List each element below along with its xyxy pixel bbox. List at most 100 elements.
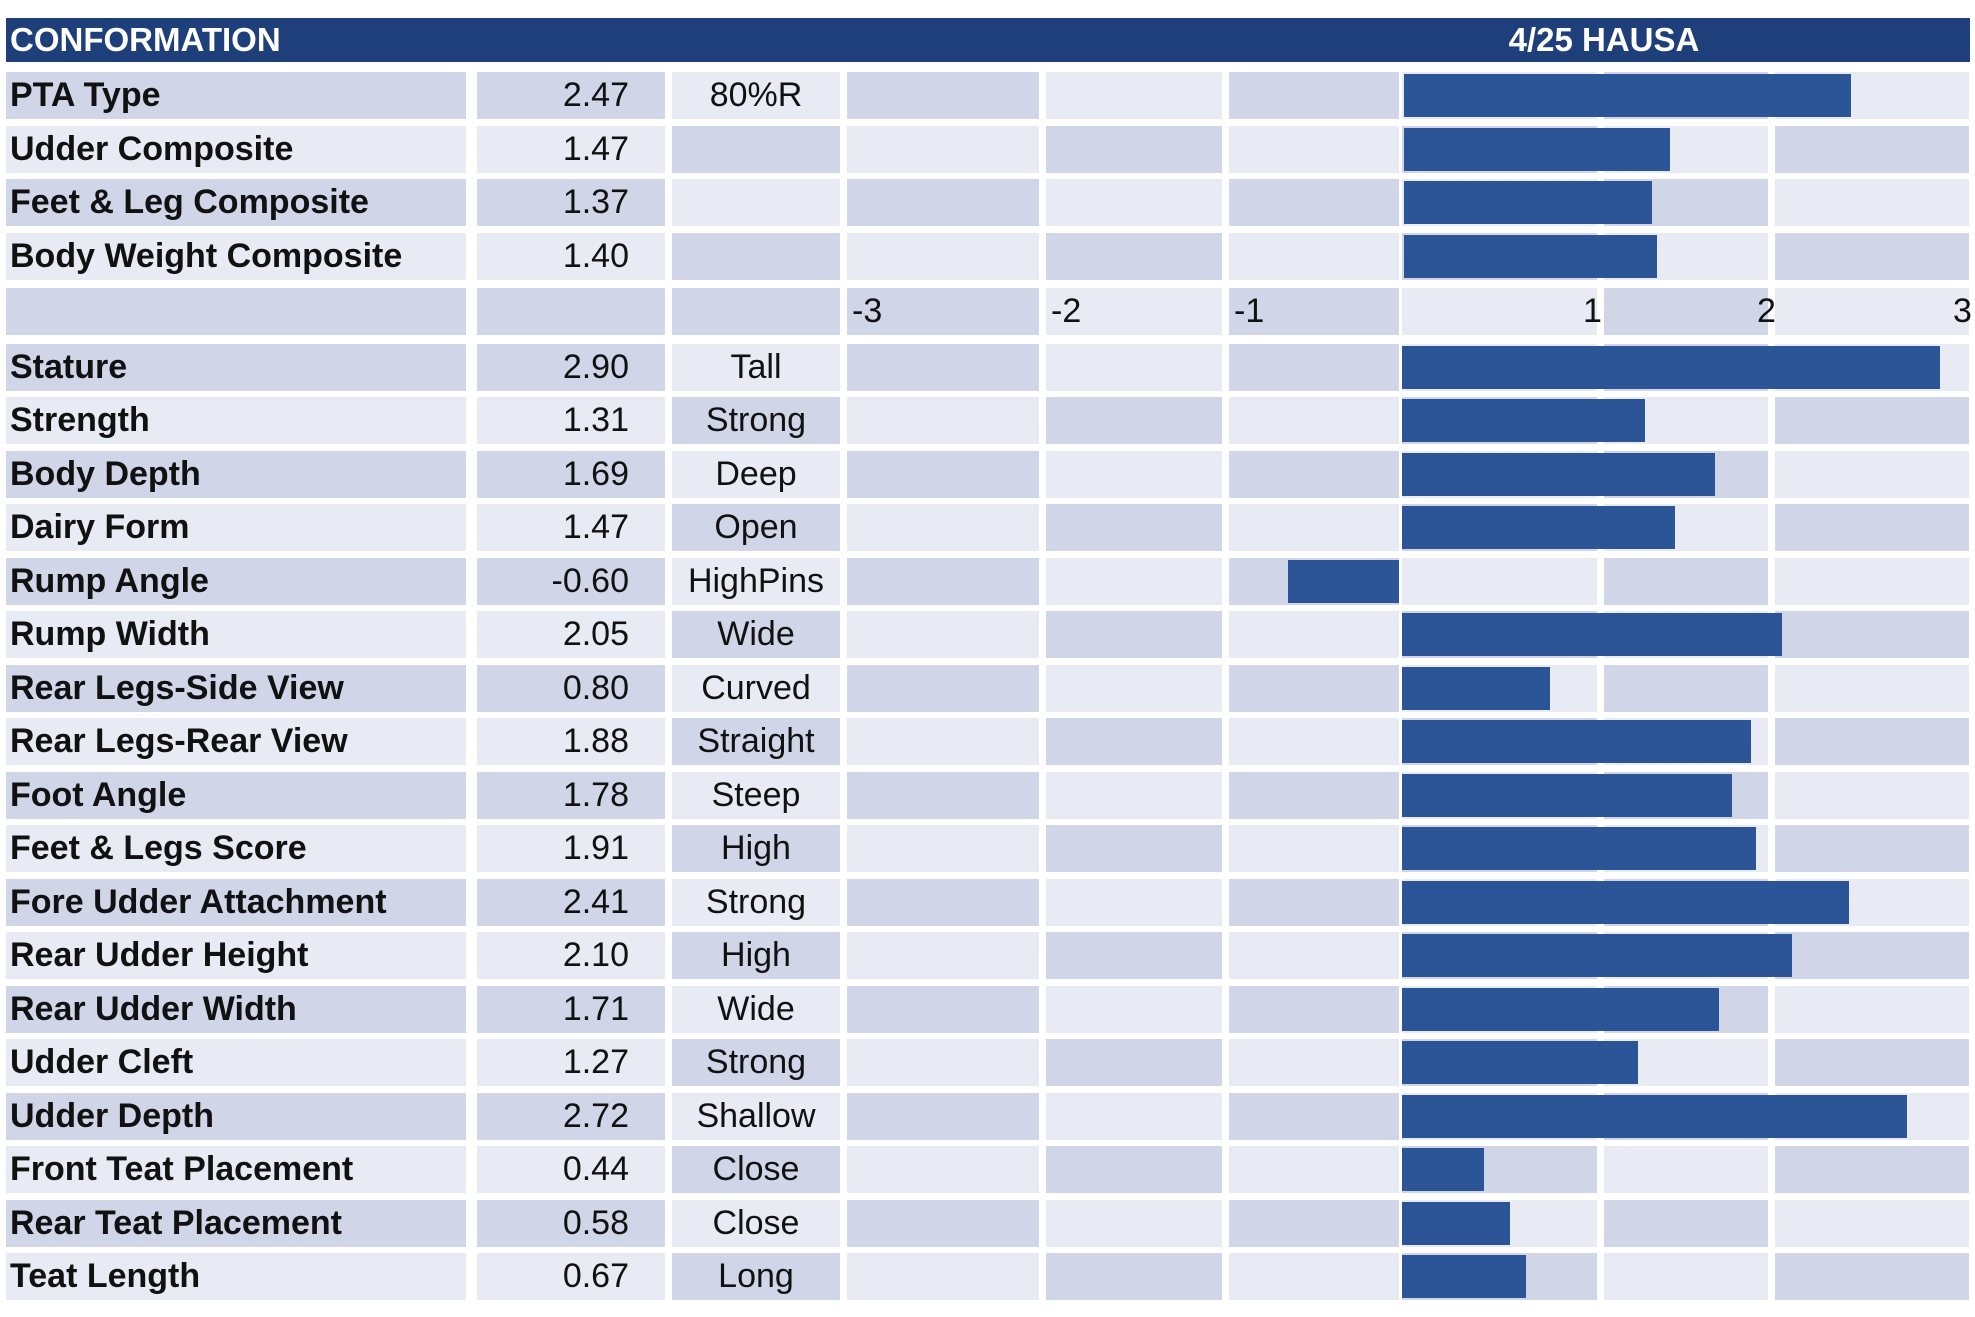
trait-descriptor: Strong <box>672 1039 840 1086</box>
trait-descriptor <box>672 179 840 226</box>
grid-cell <box>847 179 1039 226</box>
grid-cell <box>1229 1253 1399 1300</box>
grid-cell <box>1229 450 1399 498</box>
axis-row-cell <box>1775 288 1969 335</box>
grid-cell <box>1775 232 1969 280</box>
grid-cell <box>1775 718 1969 765</box>
trait-descriptor: High <box>672 825 840 872</box>
grid-cell <box>1775 504 1969 551</box>
grid-cell <box>1229 718 1399 765</box>
trait-name: PTA Type <box>6 72 466 119</box>
trait-value: 2.41 <box>477 878 665 926</box>
grid-cell <box>1775 771 1969 819</box>
axis-row-cell <box>847 288 1039 335</box>
trait-value: 1.91 <box>477 825 665 872</box>
trait-descriptor: Curved <box>672 664 840 712</box>
grid-cell <box>1229 179 1399 226</box>
trait-bar <box>1402 1255 1527 1298</box>
grid-cell <box>1775 179 1969 226</box>
grid-cell <box>847 1146 1039 1193</box>
trait-name: Body Weight Composite <box>6 232 466 280</box>
grid-cell <box>847 718 1039 765</box>
grid-cell <box>847 771 1039 819</box>
grid-cell <box>1775 1146 1969 1193</box>
grid-cell <box>1229 397 1399 444</box>
grid-cell <box>1775 1199 1969 1247</box>
trait-name: Rear Legs-Side View <box>6 664 466 712</box>
trait-name: Rump Angle <box>6 557 466 605</box>
grid-cell <box>1046 825 1222 872</box>
trait-value: 0.58 <box>477 1199 665 1247</box>
axis-row-cell <box>1402 288 1597 335</box>
grid-cell <box>847 664 1039 712</box>
trait-descriptor: Deep <box>672 450 840 498</box>
grid-cell <box>1046 611 1222 658</box>
grid-cell <box>1775 932 1969 979</box>
grid-cell <box>1046 664 1222 712</box>
grid-cell <box>1046 932 1222 979</box>
trait-name: Stature <box>6 343 466 391</box>
trait-name: Udder Depth <box>6 1092 466 1140</box>
trait-descriptor: Close <box>672 1146 840 1193</box>
grid-cell <box>1775 611 1969 658</box>
grid-cell <box>1229 125 1399 173</box>
trait-descriptor: Close <box>672 1199 840 1247</box>
trait-bar <box>1402 720 1751 763</box>
grid-cell <box>1775 1253 1969 1300</box>
trait-bar <box>1402 1201 1510 1245</box>
composite-bar <box>1404 74 1852 117</box>
trait-bar <box>1402 827 1757 870</box>
grid-cell <box>1046 1146 1222 1193</box>
trait-name: Front Teat Placement <box>6 1146 466 1193</box>
grid-cell <box>1229 771 1399 819</box>
grid-cell <box>1229 932 1399 979</box>
grid-cell <box>847 232 1039 280</box>
grid-cell <box>1402 557 1597 605</box>
section-title: CONFORMATION <box>10 21 281 58</box>
trait-name: Rear Legs-Rear View <box>6 718 466 765</box>
trait-value: 1.40 <box>477 232 665 280</box>
trait-value: 2.05 <box>477 611 665 658</box>
trait-bar <box>1402 1094 1907 1138</box>
axis-row-cell <box>672 288 840 335</box>
grid-cell <box>1229 343 1399 391</box>
grid-cell <box>1046 985 1222 1033</box>
trait-bar <box>1402 613 1783 656</box>
grid-cell <box>847 1199 1039 1247</box>
trait-name: Body Depth <box>6 450 466 498</box>
grid-cell <box>1046 450 1222 498</box>
grid-cell <box>1046 397 1222 444</box>
trait-bar <box>1402 506 1675 549</box>
axis-row-cell <box>1604 288 1768 335</box>
grid-cell <box>847 825 1039 872</box>
axis-row-cell <box>1046 288 1222 335</box>
grid-cell <box>1775 1039 1969 1086</box>
trait-value: 1.78 <box>477 771 665 819</box>
trait-name: Rump Width <box>6 611 466 658</box>
trait-descriptor <box>672 232 840 280</box>
grid-cell <box>1046 1199 1222 1247</box>
grid-cell <box>847 504 1039 551</box>
trait-name: Rear Udder Height <box>6 932 466 979</box>
grid-cell <box>1046 72 1222 119</box>
grid-cell <box>847 878 1039 926</box>
trait-descriptor: Open <box>672 504 840 551</box>
grid-cell <box>1229 664 1399 712</box>
axis-row-cell <box>477 288 665 335</box>
trait-name: Udder Cleft <box>6 1039 466 1086</box>
grid-cell <box>1775 664 1969 712</box>
grid-cell <box>847 125 1039 173</box>
grid-cell <box>1229 1146 1399 1193</box>
trait-descriptor: Strong <box>672 397 840 444</box>
trait-value: 1.37 <box>477 179 665 226</box>
grid-cell <box>1046 1253 1222 1300</box>
header-bar: CONFORMATION 4/25 HAUSA <box>6 18 1970 62</box>
trait-descriptor: Long <box>672 1253 840 1300</box>
trait-descriptor: 80%R <box>672 72 840 119</box>
trait-descriptor: High <box>672 932 840 979</box>
trait-value: 1.31 <box>477 397 665 444</box>
axis-tick-label: 3 <box>1953 292 1972 330</box>
grid-cell <box>1775 985 1969 1033</box>
trait-name: Strength <box>6 397 466 444</box>
trait-descriptor: Straight <box>672 718 840 765</box>
